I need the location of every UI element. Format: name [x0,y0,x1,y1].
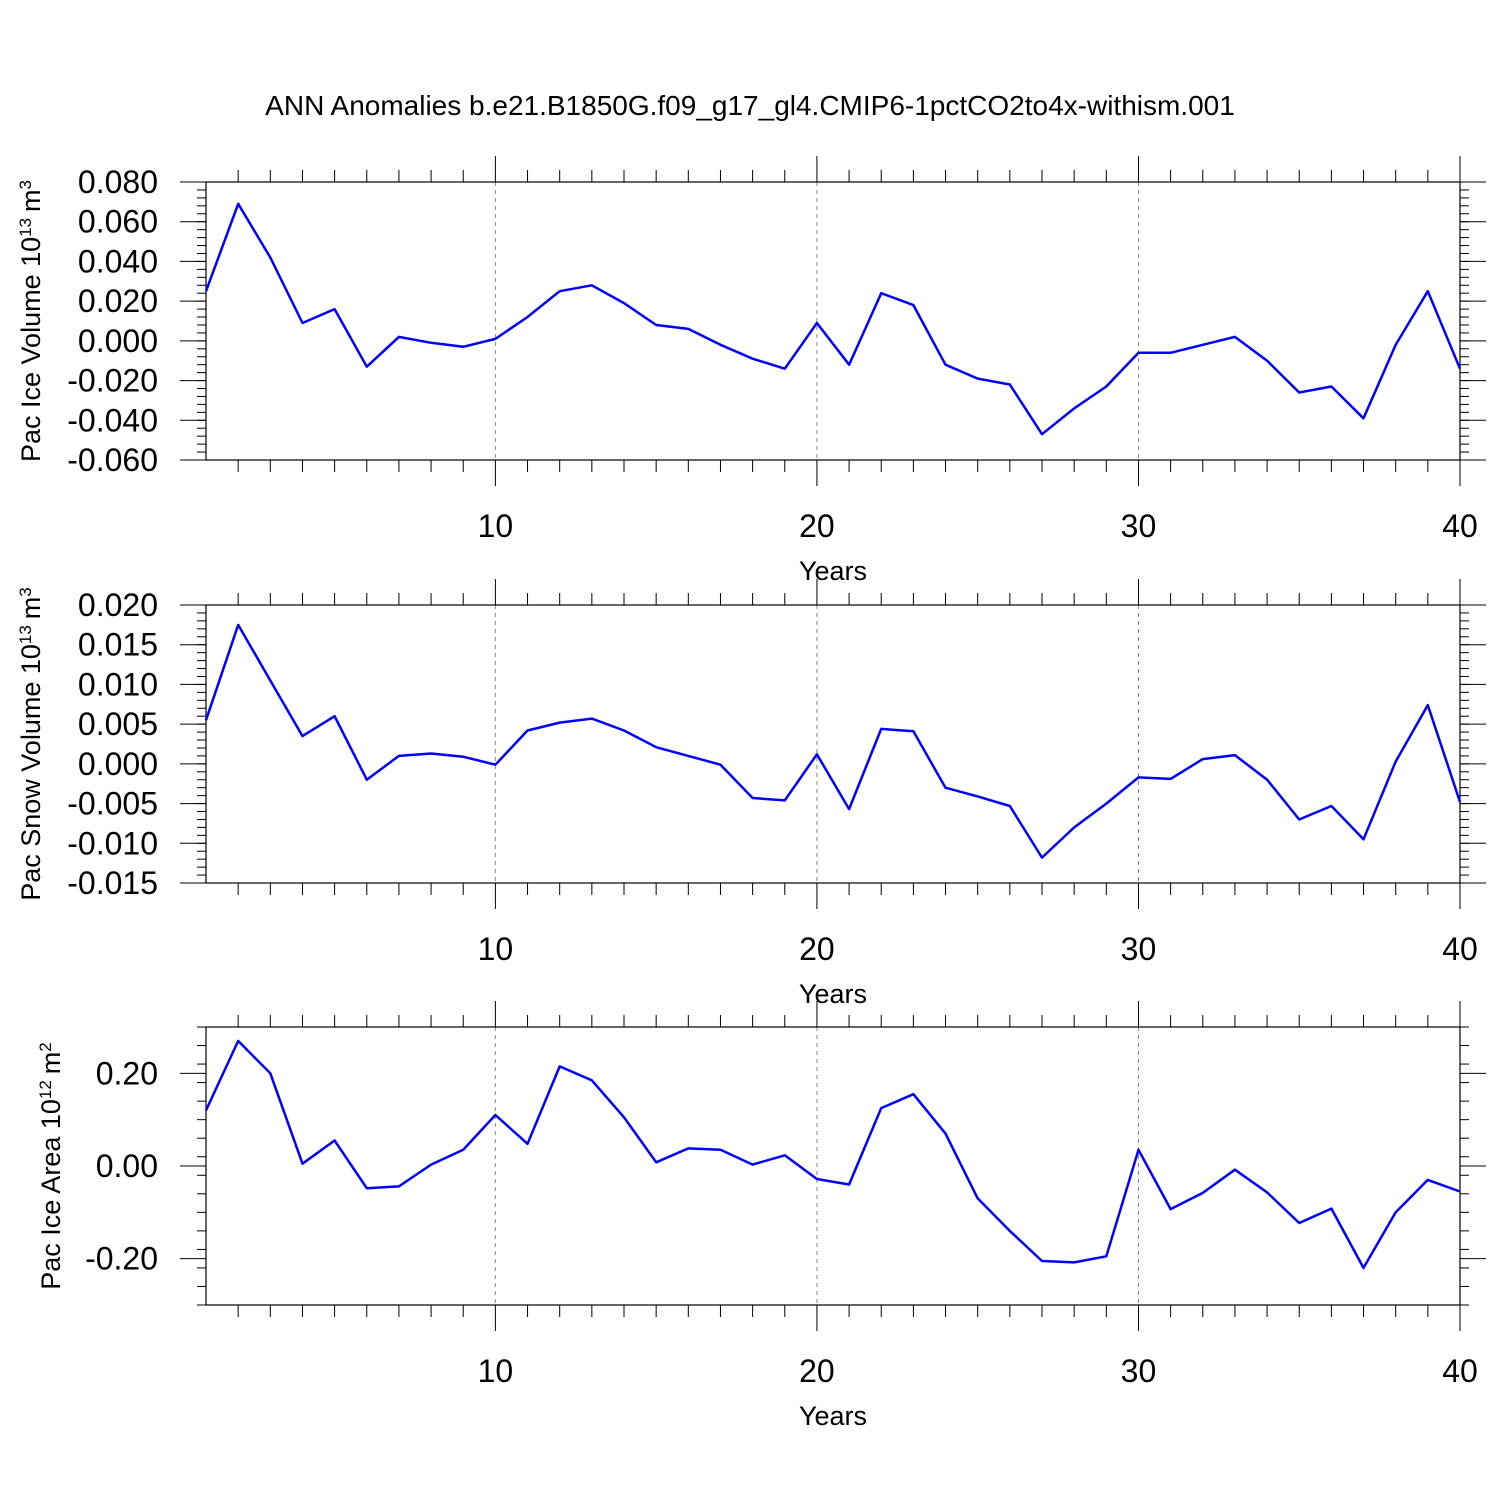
x-tick-label: 40 [1442,508,1478,544]
x-axis-label: Years [799,979,867,1009]
y-axis-label-unit-exponent: 2 [36,1042,55,1051]
y-axis-label: Pac Ice Area 1012 m2 [36,1042,67,1290]
y-tick-label: 0.010 [78,666,158,702]
series-line [204,1039,1461,1270]
chart-panel-3: 10 20 30 40 Years -0.20 0.00 0.20 Pac Ice Area 1… [36,1001,1486,1431]
x-tick-label: 40 [1442,931,1478,967]
x-tick-label: 10 [478,1353,514,1389]
x-tick-label: 20 [799,508,835,544]
x-tick-label: 10 [478,931,514,967]
x-tick-label: 20 [799,1353,835,1389]
x-tick-label: 30 [1121,931,1157,967]
y-tick-label: 0.00 [96,1148,158,1184]
y-axis-label-unit-exponent: 3 [16,180,35,189]
y-tick-label: -0.20 [85,1241,158,1277]
y-axis-label-exponent: 13 [16,625,35,644]
y-axis-label: Pac Ice Volume 1013 m3 [16,180,47,462]
plot-frame [205,604,1461,884]
y-axis-label-text: Pac Ice Volume 10 [16,237,46,462]
y-tick-label: 0.005 [78,706,158,742]
x-axis-label: Years [799,556,867,586]
y-tick-label: -0.015 [67,865,158,901]
y-tick-label: 0.020 [78,283,158,319]
y-tick-label: 0.020 [78,587,158,623]
y-tick-label: 0.20 [96,1055,158,1091]
series-line [204,623,1462,859]
x-tick-label: 30 [1121,1353,1157,1389]
x-tick-label: 10 [478,508,514,544]
y-tick-label: -0.010 [67,825,158,861]
chart-title: ANN Anomalies b.e21.B1850G.f09_g17_gl4.C… [265,90,1235,121]
chart-panel-1: 10 20 30 40 Years -0.060 -0.040-0.020 0.000 0.02… [16,156,1486,586]
y-tick-label: 0.000 [78,746,158,782]
y-tick-label: -0.060 [67,442,158,478]
y-axis-label: Pac Snow Volume 1013 m3 [16,587,47,901]
y-axis-label-text: Pac Snow Volume 10 [16,644,46,901]
y-tick-label: 0.080 [78,164,158,200]
y-axis-label-unit: m [16,189,46,212]
y-axis-label-unit-exponent: 3 [16,587,35,596]
series-line [204,202,1462,436]
y-tick-label: -0.005 [67,786,158,822]
x-tick-label: 30 [1121,508,1157,544]
y-axis-label-unit: m [36,1052,66,1075]
y-tick-label: 0.060 [78,204,158,240]
y-tick-label: 0.015 [78,627,158,663]
y-axis-label-text: Pac Ice Area 10 [36,1099,66,1290]
y-tick-label: -0.020 [67,363,158,399]
chart-panel-2: 10 20 30 40 Years -0.015 -0.010-0.005 0.000 0.00… [16,579,1486,1009]
x-tick-label: 20 [799,931,835,967]
y-tick-label: 0.040 [78,243,158,279]
x-axis-label: Years [799,1401,867,1431]
plot-frame [205,1026,1461,1306]
y-axis-label-exponent: 13 [16,218,35,237]
plot-frame [205,181,1461,461]
x-tick-label: 40 [1442,1353,1478,1389]
y-tick-label: -0.040 [67,402,158,438]
y-tick-label: 0.000 [78,323,158,359]
y-axis-label-exponent: 12 [36,1080,55,1099]
y-axis-label-unit: m [16,597,46,620]
